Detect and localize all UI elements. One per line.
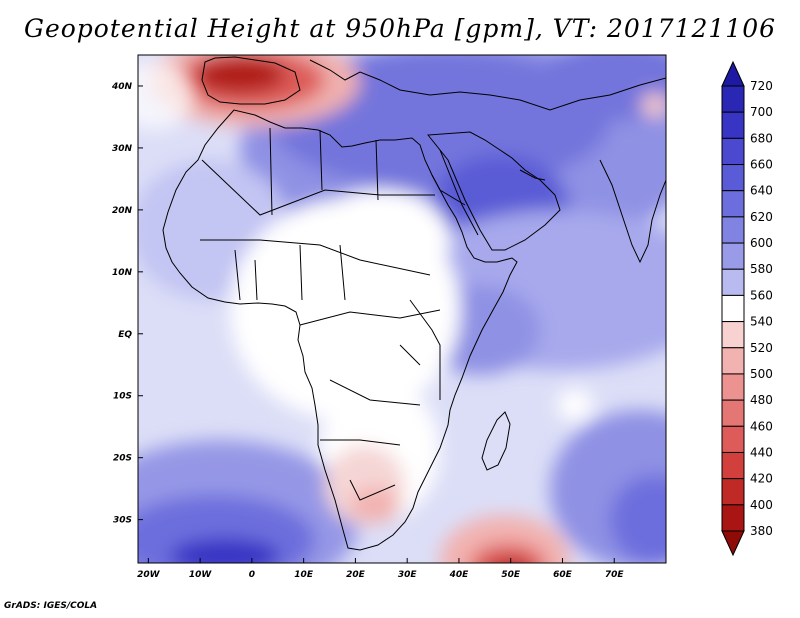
map-title: Geopotential Height at 950hPa [gpm], VT:… [23, 14, 777, 43]
lat-label: 20S [113, 454, 132, 464]
colorbar-segment [721, 478, 745, 506]
lon-label: 50E [501, 570, 521, 580]
lon-label: 70E [605, 570, 625, 580]
colorbar-segment [721, 425, 745, 453]
colorbar-label: 620 [750, 210, 773, 224]
lat-label: 30S [113, 516, 132, 526]
colorbar-label: 560 [750, 288, 773, 302]
colorbar-label: 540 [750, 315, 773, 329]
colorbar-segment [721, 190, 745, 218]
colorbar-label: 460 [750, 419, 773, 433]
latitude-axis: 40N 30N 20N 10N EQ 10S 20S 30S [111, 82, 143, 526]
colorbar-segment [721, 111, 745, 139]
colorbar-label: 600 [750, 236, 773, 250]
map-frame [137, 54, 667, 564]
colorbar-label: 640 [750, 184, 773, 198]
lon-label: 20E [346, 570, 366, 580]
lon-label: 10W [189, 570, 213, 580]
colorbar-label: 700 [750, 105, 773, 119]
colorbar-segment [721, 137, 745, 166]
height-field [138, 55, 666, 563]
longitude-axis: 20W 10W 0 10E 20E 30E 40E 50E 60E 70E [137, 558, 624, 580]
colorbar-label: 500 [750, 367, 773, 381]
colorbar-label: 580 [750, 262, 773, 276]
colorbar-segment [721, 268, 745, 296]
colorbar-segment [721, 451, 745, 480]
lon-label: 30E [398, 570, 418, 580]
lat-label: 10S [113, 392, 132, 402]
colorbar-bottom-arrow [721, 530, 745, 557]
colorbar-label: 380 [750, 524, 773, 538]
colorbar-segment [721, 321, 745, 349]
colorbar-label: 520 [750, 341, 773, 355]
colorbar-label: 440 [750, 445, 773, 459]
colorbar-segment [721, 399, 745, 427]
colorbar-label: 420 [750, 472, 773, 486]
colorbar: 720 700 680 660 640 620 600 580 560 540 520 500 480 4… [721, 60, 773, 557]
lat-label: 10N [112, 268, 133, 278]
colorbar-label: 400 [750, 498, 773, 512]
colorbar-segment [721, 347, 745, 375]
lon-label: 0 [249, 570, 255, 580]
colorbar-label: 680 [750, 131, 773, 145]
lon-label: 20W [137, 570, 161, 580]
colorbar-label: 720 [750, 79, 773, 93]
footer-credit: GrADS: IGES/COLA [4, 601, 98, 611]
lat-label: 20N [112, 206, 133, 216]
lat-label: EQ [118, 330, 132, 340]
colorbar-segment [721, 164, 745, 192]
colorbar-segment [721, 373, 745, 401]
lat-label: 40N [111, 82, 133, 92]
colorbar-label: 660 [750, 158, 773, 172]
colorbar-segment [721, 242, 745, 270]
lon-label: 40E [449, 570, 470, 580]
lat-label: 30N [112, 144, 133, 154]
colorbar-segment [721, 216, 745, 244]
colorbar-segment [721, 85, 745, 113]
lon-label: 10E [294, 570, 314, 580]
colorbar-top-arrow [721, 60, 745, 87]
lon-label: 60E [553, 570, 573, 580]
coastlines [162, 56, 666, 551]
colorbar-segment [721, 504, 745, 532]
colorbar-segment [721, 294, 745, 323]
colorbar-label: 480 [750, 393, 773, 407]
